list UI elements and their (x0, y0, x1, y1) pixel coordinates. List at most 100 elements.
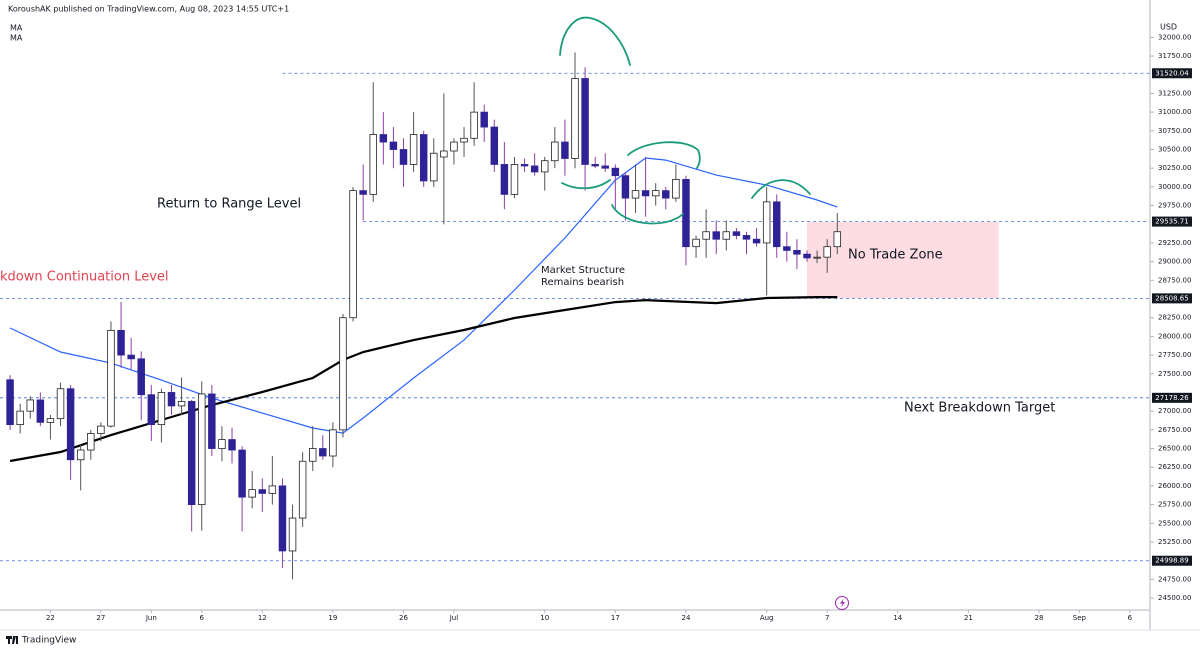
y-tick-label: 29250.00 (1158, 239, 1191, 247)
drawing-curve (627, 141, 701, 169)
y-tick-label: 28000.00 (1158, 332, 1191, 340)
candle-body (611, 167, 620, 177)
y-tick-label: 32000.00 (1158, 33, 1191, 41)
candle-body (722, 231, 731, 240)
candle-body (591, 164, 599, 167)
x-tick-label: 17 (611, 614, 620, 622)
candle-body (500, 164, 509, 195)
candle-body (561, 141, 569, 159)
candle-body (107, 330, 115, 427)
candle-body (6, 379, 14, 426)
y-tick-label: 26500.00 (1158, 445, 1191, 453)
candle-body (177, 401, 186, 407)
x-tick-label: 19 (328, 614, 337, 622)
x-tick-label: Aug (760, 614, 774, 622)
candle-body (379, 134, 388, 143)
candle-body (672, 179, 680, 199)
level-tag (1152, 392, 1192, 403)
drawing-curve (559, 16, 631, 66)
x-tick-label: 14 (893, 614, 902, 622)
candle-body (551, 141, 559, 162)
x-tick-label: 10 (540, 614, 549, 622)
candle-body (490, 126, 499, 165)
y-tick-label: 29000.00 (1158, 258, 1191, 266)
y-tick-label: 26000.00 (1158, 482, 1191, 490)
x-tick-label: 26 (399, 614, 408, 622)
candle-body (460, 137, 468, 143)
y-tick-label: 24750.00 (1158, 575, 1191, 583)
candle-body (16, 410, 24, 426)
y-tick-label: 30500.00 (1158, 146, 1191, 154)
x-tick-label: 6 (1128, 614, 1133, 622)
candle-body (662, 190, 670, 199)
candle-body (167, 392, 176, 407)
y-tick-label: 27750.00 (1158, 351, 1191, 359)
drawing-curve (561, 179, 611, 190)
y-tick-label: 30000.00 (1158, 183, 1191, 191)
candle-body (218, 439, 226, 449)
zone-label: No Trade Zone (848, 248, 943, 263)
candle-layer (6, 52, 842, 580)
candle-body (76, 449, 85, 461)
annotation: Remains bearish (541, 277, 624, 288)
candle-body (651, 190, 660, 197)
candle-body (732, 231, 741, 236)
candle-body (813, 256, 821, 259)
x-tick-label: Sep (1073, 614, 1087, 622)
candle-body (793, 250, 801, 255)
candle-body (137, 358, 145, 396)
y-tick-label: 27500.00 (1158, 370, 1191, 378)
candle-body (117, 330, 125, 356)
y-tick-label: 25250.00 (1158, 538, 1191, 546)
level-layer (0, 72, 1150, 562)
ma-line (9, 157, 838, 434)
drawing-curve (611, 204, 684, 225)
y-tick-label: 31250.00 (1158, 89, 1191, 97)
candle-body (298, 460, 307, 519)
annotation: Next Breakdown Target (904, 401, 1055, 416)
candle-body (288, 517, 297, 552)
candle-body (541, 160, 549, 173)
ma-line (9, 296, 838, 463)
candle-body (187, 401, 196, 505)
level-label: 28508.65 (1155, 294, 1188, 302)
candle-body (238, 449, 246, 498)
candle-body (430, 152, 438, 182)
candle-body (762, 201, 771, 244)
candle-body (510, 164, 519, 195)
x-tick-label: 7 (825, 614, 829, 622)
legend-entry: MA (10, 34, 23, 43)
candle-body (26, 399, 34, 412)
candle-body (702, 231, 710, 240)
candle-body (46, 418, 55, 423)
level-label: 27178.26 (1155, 394, 1189, 402)
level-tag (1152, 68, 1192, 79)
candle-body (66, 388, 75, 461)
candle-body (419, 134, 428, 182)
y-tick-label: 25750.00 (1158, 501, 1191, 509)
drawing-curve (751, 179, 811, 199)
replay-icon (835, 596, 849, 610)
y-tick-label: 27000.00 (1158, 407, 1191, 415)
candle-body (682, 179, 690, 248)
y-tick-label: 25500.00 (1158, 519, 1191, 527)
y-tick-label: 26750.00 (1158, 426, 1191, 434)
candle-body (641, 190, 650, 197)
candle-body (157, 392, 166, 426)
x-tick-label: 27 (96, 614, 105, 622)
x-tick-label: 21 (964, 614, 973, 622)
candle-body (752, 238, 761, 244)
candle-body (308, 448, 317, 462)
candle-body (803, 253, 811, 259)
y-tick-label: 30250.00 (1158, 164, 1191, 172)
x-tick-label: 28 (1035, 614, 1044, 622)
candle-body (339, 317, 347, 431)
candle-body (198, 393, 206, 505)
x-tick-label: 22 (46, 614, 55, 622)
candle-body (248, 489, 256, 498)
candle-body (359, 190, 367, 195)
x-tick-label: 12 (258, 614, 267, 622)
candle-body (399, 149, 408, 165)
y-tick-label: 26250.00 (1158, 463, 1191, 471)
